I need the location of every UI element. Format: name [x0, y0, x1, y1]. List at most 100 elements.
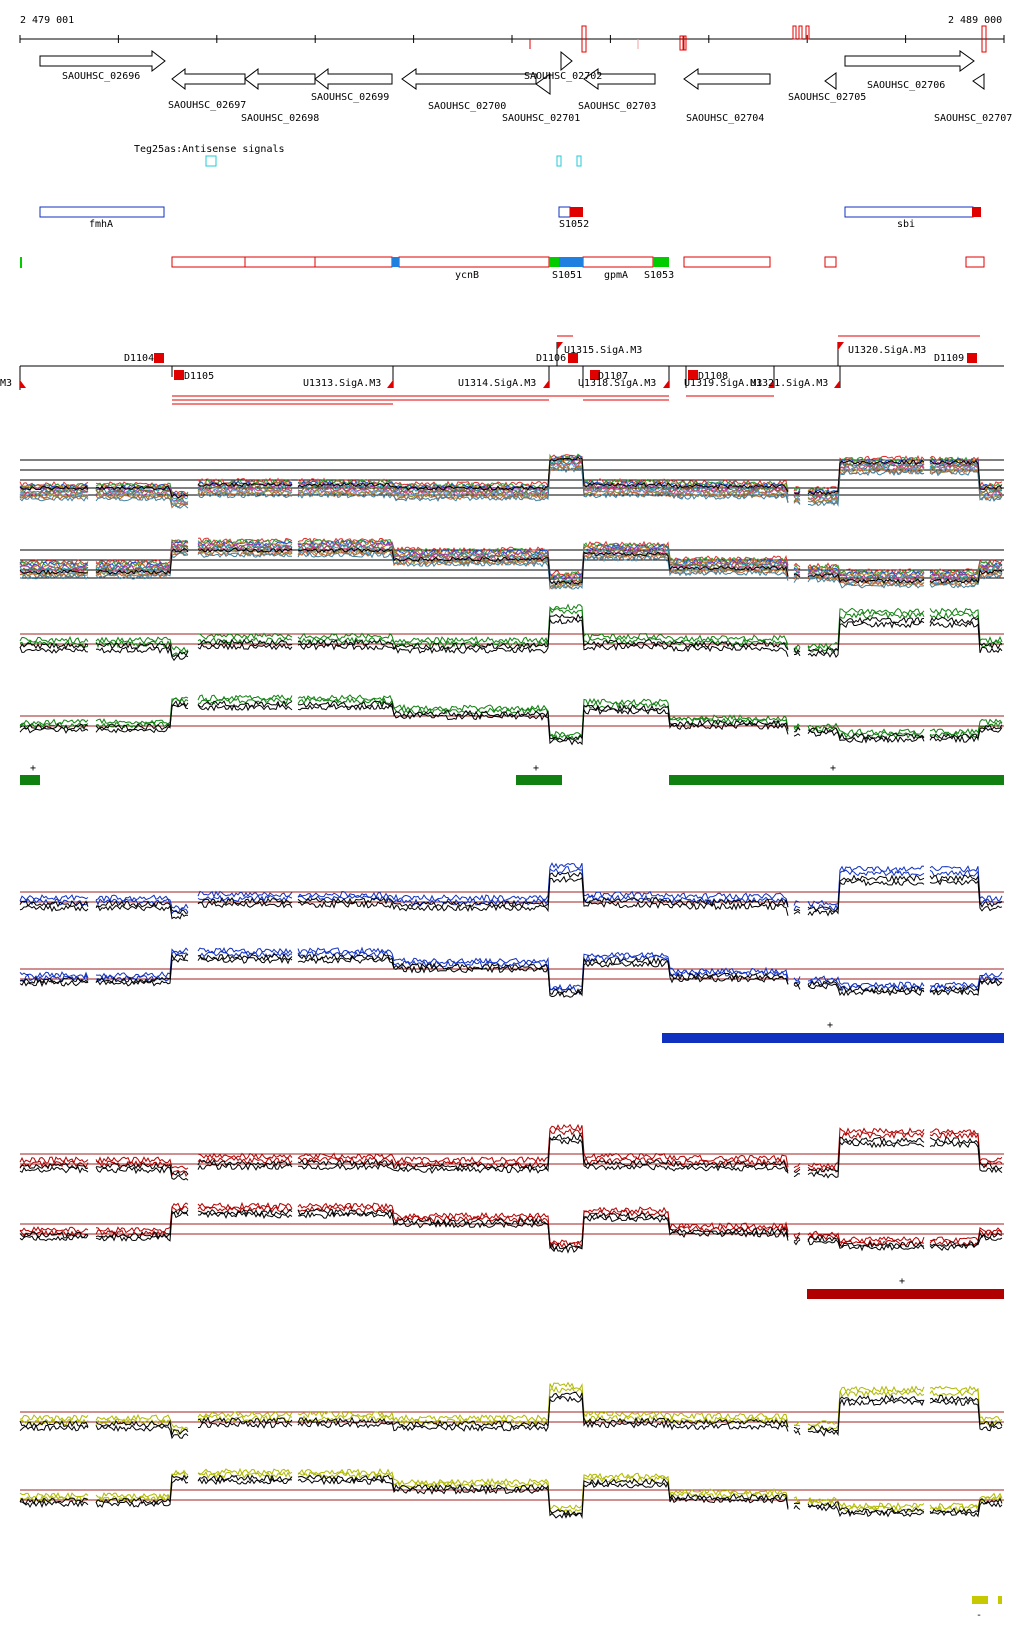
gene-arrow[interactable] — [401, 68, 537, 90]
region-box[interactable] — [683, 256, 771, 268]
promoter-label: U1314.SigA.M3 — [458, 378, 536, 389]
profile-line — [19, 700, 1003, 742]
legend-minus: - — [976, 1610, 982, 1621]
profile-line — [19, 1123, 1003, 1170]
gene-label: SAOUHSC_02701 — [502, 113, 580, 124]
region-box[interactable] — [965, 256, 985, 268]
condition-bar-blue[interactable] — [662, 1033, 1004, 1043]
region-ycnb[interactable] — [398, 256, 550, 268]
antisense-track: Teg25as:Antisense signals — [134, 144, 582, 167]
feature-label: sbi — [897, 219, 915, 230]
profile-line — [19, 1205, 1003, 1249]
region-s1053[interactable] — [653, 257, 669, 267]
profile-line — [19, 1467, 1003, 1512]
gene-arrow[interactable] — [844, 50, 975, 72]
gene-arrow[interactable] — [683, 68, 771, 90]
region-label: S1051 — [552, 270, 582, 281]
promoter-marker[interactable] — [967, 353, 977, 363]
feature-s1052[interactable] — [570, 207, 583, 217]
ruler-start-label: 2 479 001 — [20, 15, 74, 26]
gene-label: SAOUHSC_02705 — [788, 92, 866, 103]
experiment-line — [19, 456, 1003, 499]
profile-line — [19, 1381, 1003, 1431]
promoter-label: D1107 — [598, 371, 628, 382]
region-box[interactable] — [244, 256, 316, 268]
feature-track: fmhA S1052 sbi — [39, 206, 981, 230]
plus-mark: + — [533, 763, 539, 774]
profile-line — [19, 1201, 1003, 1246]
condition-bars: + + + + + - — [20, 763, 1004, 1621]
profile-line — [19, 694, 1003, 738]
region-s1051[interactable] — [559, 257, 583, 267]
experiment-line — [19, 551, 1003, 590]
gene-arrow[interactable] — [583, 68, 656, 90]
gene-arrow[interactable] — [535, 73, 551, 95]
region-box[interactable] — [824, 256, 837, 268]
promoter-label: U1321.SigA.M3 — [750, 378, 828, 389]
expression-profiles — [19, 453, 1004, 1519]
legend-swatch-yellow — [972, 1596, 988, 1604]
profile-line — [19, 1137, 1003, 1181]
region-label: ycnB — [455, 270, 479, 281]
profile-line — [19, 952, 1003, 996]
gene-label: SAOUHSC_02698 — [241, 113, 319, 124]
promoter-marker[interactable] — [174, 370, 184, 380]
profile-line — [19, 862, 1003, 911]
feature-label: fmhA — [89, 219, 113, 230]
profile-line — [19, 950, 1003, 994]
antisense-signal[interactable] — [556, 155, 562, 167]
promoter-marker[interactable] — [688, 370, 698, 380]
gene-label: SAOUHSC_02703 — [578, 101, 656, 112]
profile-line — [19, 703, 1003, 746]
promoter-label: D1106 — [536, 353, 566, 364]
experiment-line — [19, 466, 1003, 509]
profile-line — [19, 875, 1003, 920]
gene-label: SAOUHSC_02696 — [62, 71, 140, 82]
profile-line — [19, 1208, 1003, 1250]
gene-arrow[interactable] — [39, 49, 166, 73]
condition-bar-red[interactable] — [807, 1289, 1004, 1299]
plus-mark: + — [30, 763, 36, 774]
profile-line — [19, 1395, 1003, 1440]
promoter-label: D1105 — [184, 371, 214, 382]
antisense-signal[interactable] — [576, 155, 582, 167]
gene-arrow[interactable] — [560, 50, 573, 72]
feature-fmha[interactable] — [39, 206, 165, 218]
profile-line — [19, 613, 1003, 657]
gene-arrow[interactable] — [972, 73, 985, 90]
gene-label: SAOUHSC_02704 — [686, 113, 764, 124]
promoter-label: U1313.SigA.M3 — [303, 378, 381, 389]
profile-line — [19, 1476, 1003, 1519]
feature-sbi[interactable] — [844, 206, 974, 218]
profile-line — [19, 1210, 1003, 1254]
profile-line — [19, 606, 1003, 657]
gene-arrow[interactable] — [314, 67, 393, 91]
promoter-label: U1319.SigA.M3 — [684, 378, 762, 389]
plus-mark: + — [830, 763, 836, 774]
condition-bar-green[interactable] — [20, 775, 40, 785]
promoter-label: U1315.SigA.M3 — [564, 345, 642, 356]
region-box[interactable] — [314, 256, 393, 268]
promoter-marker[interactable] — [154, 353, 164, 363]
gene-label: SAOUHSC_02707 — [934, 113, 1012, 124]
antisense-signal[interactable] — [205, 155, 217, 167]
gene-arrow[interactable] — [244, 67, 316, 91]
promoter-label: D1104 — [124, 353, 154, 364]
gene-arrow[interactable] — [171, 67, 246, 91]
condition-bar-green[interactable] — [669, 775, 1004, 785]
profile-line — [19, 1474, 1003, 1516]
antisense-label: Teg25as:Antisense signals — [134, 144, 285, 155]
promoter-label: U1318.SigA.M3 — [578, 378, 656, 389]
experiment-line — [19, 454, 1003, 495]
gene-label: SAOUHSC_02699 — [311, 92, 389, 103]
promoter-label: D1109 — [934, 353, 964, 364]
region-gpma[interactable] — [582, 256, 654, 268]
gene-arrow[interactable] — [824, 72, 837, 90]
region-box[interactable] — [171, 256, 246, 268]
condition-bar-green[interactable] — [516, 775, 562, 785]
promoter-label: M3 — [0, 378, 12, 389]
promoter-marker[interactable] — [590, 370, 600, 380]
promoter-marker[interactable] — [568, 353, 578, 363]
profile-line — [19, 1471, 1003, 1515]
